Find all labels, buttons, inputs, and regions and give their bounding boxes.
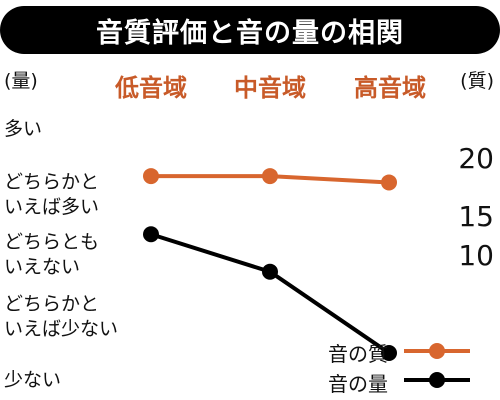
left-axis-category: どちらとも いえない: [4, 231, 100, 278]
left-axis-category: 多い: [4, 118, 43, 140]
legend-marker-quantity: [429, 372, 445, 388]
data-point-quantity: [262, 263, 278, 280]
series-line-quantity: [150, 232, 391, 355]
category-label-mid: 中音域: [234, 74, 306, 102]
chart-title-bar: 音質評価と音の量の相関: [0, 6, 500, 54]
left-axis-category: どちらかと いえば多い: [4, 171, 100, 218]
data-point-quality: [262, 168, 278, 185]
data-point-quality: [381, 174, 397, 191]
right-axis-tick: 15: [458, 200, 494, 233]
legend-marker-quality: [429, 343, 445, 359]
left-axis-category: 少ない: [4, 369, 62, 391]
category-label-low: 低音域: [115, 74, 187, 102]
category-label-high: 高音域: [354, 74, 426, 102]
legend-label-quantity: 音の量: [328, 372, 388, 396]
right-axis-tick: 20: [458, 142, 494, 175]
data-point-quantity: [381, 345, 397, 361]
right-axis-label: (質): [460, 70, 494, 92]
data-point-quantity: [143, 226, 159, 243]
left-axis-category: どちらかと いえば少ない: [4, 293, 119, 340]
chart-title: 音質評価と音の量の相関: [96, 17, 404, 49]
legend-label-quality: 音の質: [328, 342, 388, 366]
data-point-quality: [143, 168, 159, 185]
left-axis-label: (量): [4, 70, 38, 92]
right-axis-tick: 10: [458, 239, 494, 272]
